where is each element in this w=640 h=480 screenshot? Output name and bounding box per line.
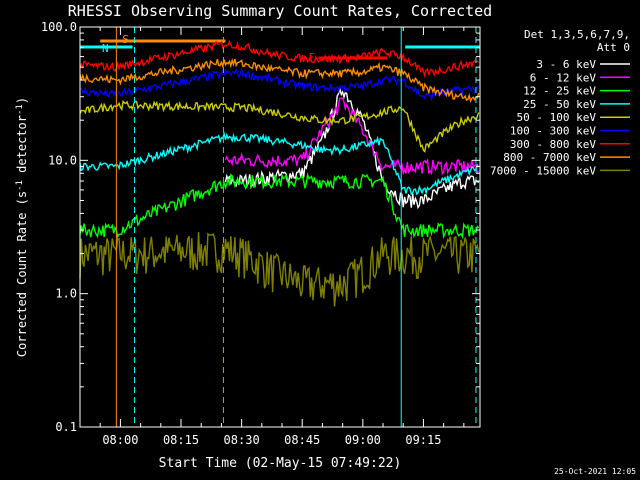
legend-label: 25 - 50 keV [523, 98, 596, 111]
series-8 [79, 232, 480, 307]
flag-label: S [122, 33, 129, 46]
series-line [79, 39, 480, 79]
chart-title: RHESSI Observing Summary Count Rates, Co… [68, 2, 492, 20]
series-line [79, 57, 480, 103]
flag-bars: SN F [80, 33, 480, 64]
legend-header-line1: Det 1,3,5,6,7,9, [524, 28, 630, 41]
legend-label: 800 - 7000 keV [503, 151, 596, 164]
x-tick-label: 08:30 [224, 433, 260, 447]
y-tick-label: 0.1 [55, 420, 77, 434]
legend-label: 7000 - 15000 keV [490, 164, 596, 177]
legend-label: 12 - 25 keV [523, 85, 596, 98]
series-5 [80, 67, 480, 102]
generation-timestamp: 25-Oct-2021 12:05 [554, 467, 636, 476]
y-axis-label: Corrected Count Rate (s-1 detector-1) [15, 97, 29, 357]
series-line [79, 100, 480, 153]
y-tick-label: 1.0 [55, 287, 77, 301]
x-tick-label: 09:15 [405, 433, 441, 447]
y-tick-label: 10.0 [48, 153, 77, 167]
series-6 [79, 39, 480, 79]
x-axis-label: Start Time (02-May-15 07:49:22) [159, 456, 402, 471]
x-tick-label: 08:00 [102, 433, 138, 447]
series-line [79, 232, 480, 307]
series-1 [224, 97, 480, 176]
legend-label: 100 - 300 keV [510, 125, 596, 138]
series-3 [79, 131, 480, 196]
x-tick-label: 08:45 [284, 433, 320, 447]
legend-label: 300 - 800 keV [510, 138, 596, 151]
legend-label: 6 - 12 keV [530, 71, 597, 84]
y-tick-label: 100.0 [41, 20, 77, 34]
y-axis: 0.1 1.0 10.0 100.0 [41, 20, 480, 434]
flag-label: N [102, 42, 109, 55]
series-line [80, 67, 480, 102]
series-4 [79, 100, 480, 153]
flag-label: F [308, 51, 315, 64]
series-line [79, 172, 480, 240]
x-axis: 08:00 08:15 08:30 08:45 09:00 09:15 [99, 27, 465, 447]
series-7 [79, 57, 480, 103]
plot-frame [79, 26, 481, 428]
legend-label: 3 - 6 keV [536, 58, 596, 71]
series-2 [79, 172, 480, 240]
series-line [79, 131, 480, 196]
x-tick-label: 08:15 [163, 433, 199, 447]
legend-header-line2: Att 0 [597, 41, 630, 54]
series-lines [79, 39, 480, 307]
event-markers [115, 27, 477, 427]
series-0 [224, 86, 480, 210]
legend-label: 50 - 100 keV [517, 111, 597, 124]
series-line [224, 97, 480, 176]
x-tick-label: 09:00 [345, 433, 381, 447]
series-line [224, 86, 480, 210]
